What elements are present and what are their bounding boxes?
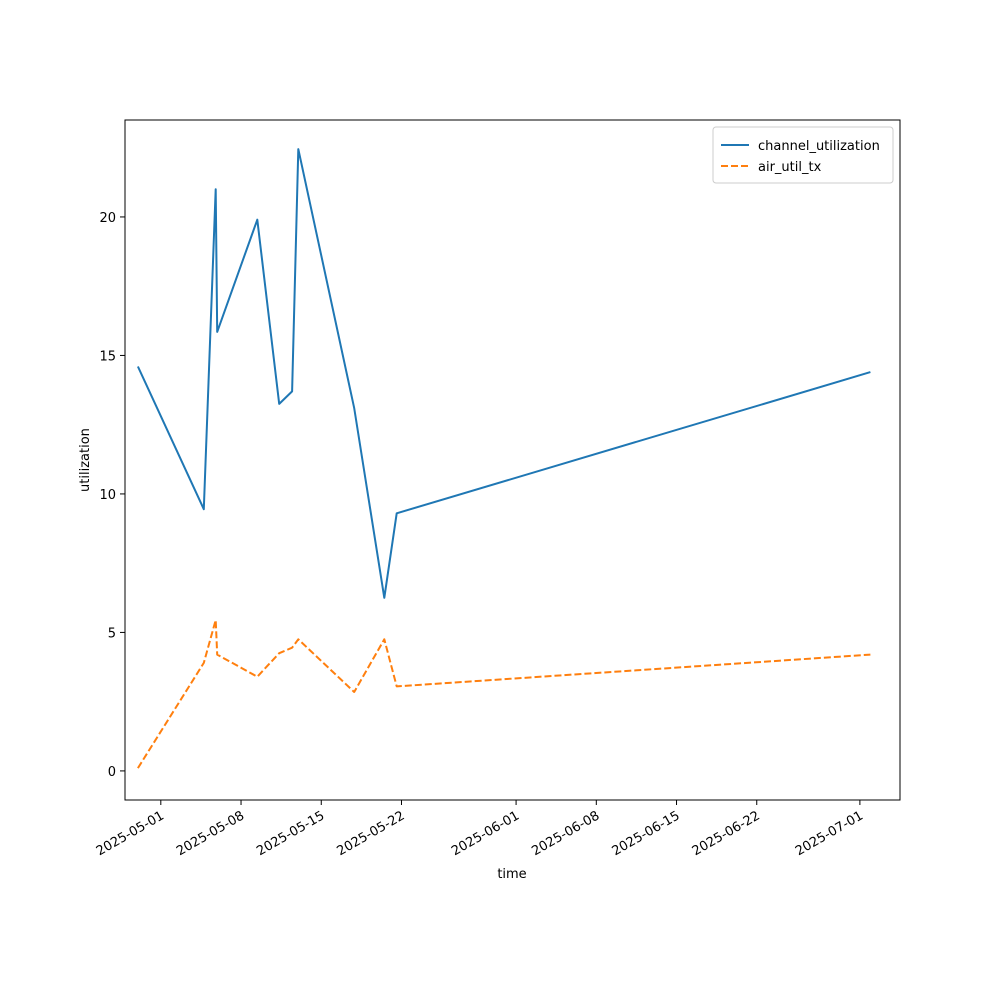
series-line-channel-utilization bbox=[136, 148, 871, 599]
legend-label: air_util_tx bbox=[758, 160, 822, 175]
legend-label: channel_utilization bbox=[758, 139, 880, 154]
legend-box bbox=[712, 126, 894, 184]
legend: channel_utilization air_util_tx bbox=[712, 126, 894, 184]
y-axis: 0 5 10 15 20 bbox=[99, 211, 125, 780]
plot-frame bbox=[124, 119, 901, 801]
y-tick-label: 5 bbox=[108, 626, 116, 641]
y-axis-label: utilization bbox=[78, 428, 93, 492]
series-line-air-util-tx bbox=[137, 619, 871, 769]
y-tick-label: 10 bbox=[99, 488, 116, 503]
y-tick-label: 20 bbox=[99, 211, 116, 226]
x-axis-label: time bbox=[497, 867, 526, 882]
y-tick-label: 15 bbox=[99, 349, 116, 364]
series-layer bbox=[136, 148, 871, 769]
plot-area bbox=[125, 120, 900, 800]
y-tick-label: 0 bbox=[108, 765, 116, 780]
